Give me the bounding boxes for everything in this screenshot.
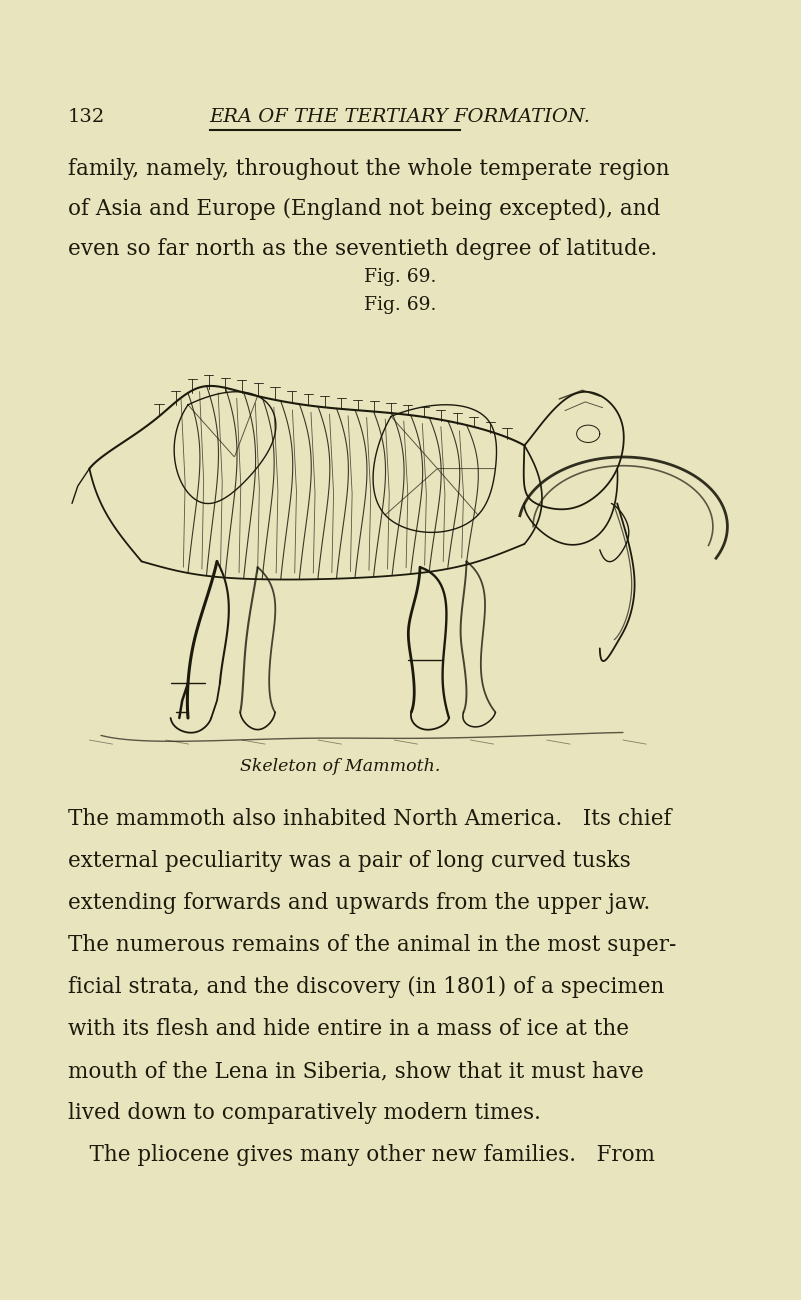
Text: lived down to comparatively modern times.: lived down to comparatively modern times… — [68, 1102, 541, 1124]
Text: Skeleton of Mammoth.: Skeleton of Mammoth. — [239, 758, 441, 775]
Text: ficial strata, and the discovery (in 1801) of a specimen: ficial strata, and the discovery (in 180… — [68, 976, 664, 998]
Text: 132: 132 — [68, 108, 105, 126]
Text: Fig. 69.: Fig. 69. — [364, 296, 437, 315]
Text: mouth of the Lena in Siberia, show that it must have: mouth of the Lena in Siberia, show that … — [68, 1060, 644, 1082]
Text: The numerous remains of the animal in the most super-: The numerous remains of the animal in th… — [68, 933, 676, 956]
Text: family, namely, throughout the whole temperate region: family, namely, throughout the whole tem… — [68, 159, 670, 179]
Text: Fig. 69.: Fig. 69. — [364, 268, 437, 286]
Text: of Asia and Europe (England not being excepted), and: of Asia and Europe (England not being ex… — [68, 198, 660, 220]
Text: even so far north as the seventieth degree of latitude.: even so far north as the seventieth degr… — [68, 238, 658, 260]
Text: external peculiarity was a pair of long curved tusks: external peculiarity was a pair of long … — [68, 850, 630, 872]
Text: ERA OF THE TERTIARY FORMATION.: ERA OF THE TERTIARY FORMATION. — [210, 108, 590, 126]
Text: with its flesh and hide entire in a mass of ice at the: with its flesh and hide entire in a mass… — [68, 1018, 629, 1040]
Text: extending forwards and upwards from the upper jaw.: extending forwards and upwards from the … — [68, 892, 650, 914]
Text: The mammoth also inhabited North America.   Its chief: The mammoth also inhabited North America… — [68, 809, 671, 829]
Text: The pliocene gives many other new families.   From: The pliocene gives many other new famili… — [68, 1144, 655, 1166]
